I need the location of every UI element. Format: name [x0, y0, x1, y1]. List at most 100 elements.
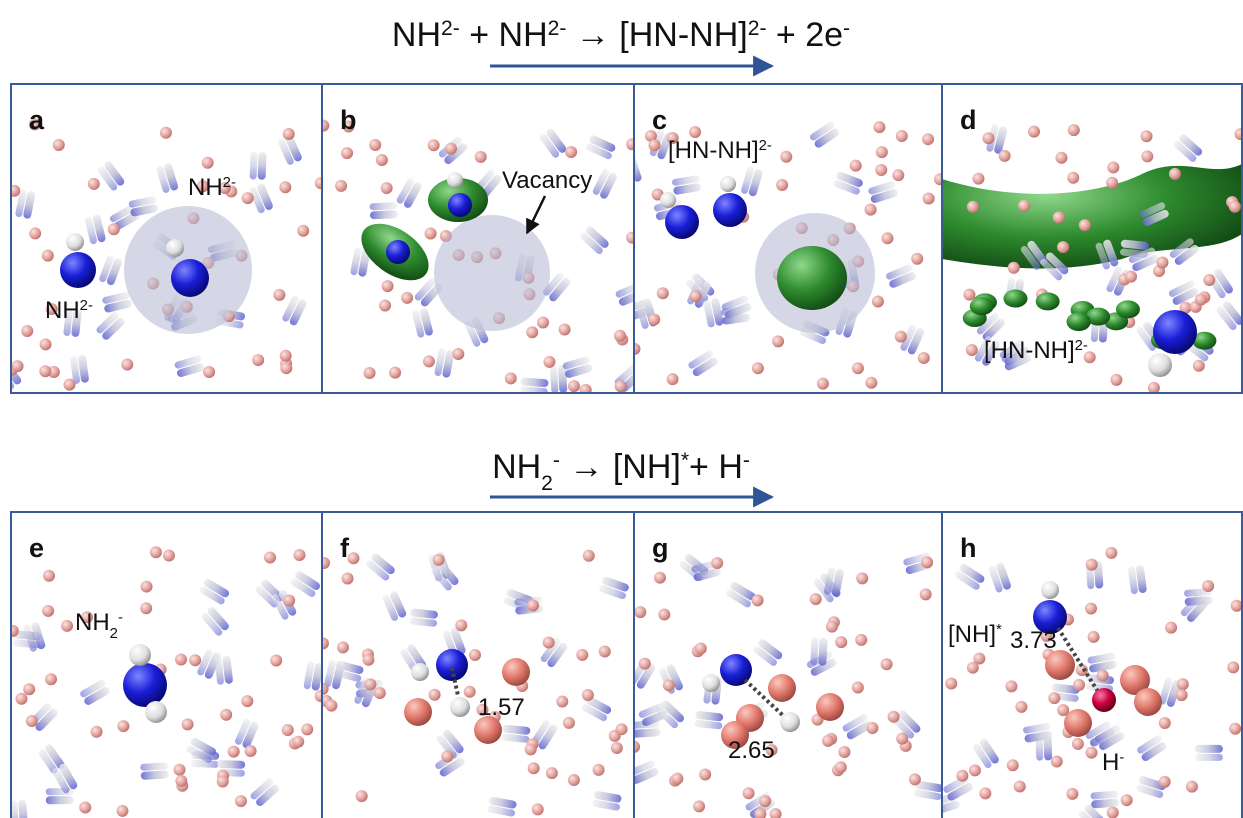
lithium-atom: [61, 620, 73, 632]
text-run: NH: [188, 174, 223, 201]
lithium-atom: [580, 384, 592, 396]
lithium-atom: [242, 192, 254, 204]
lithium-atom: [1195, 294, 1207, 306]
lithium-atom: [1203, 274, 1215, 286]
rod-molecule: [365, 552, 397, 582]
hydrogen: [66, 233, 84, 251]
nitrogen: [1153, 310, 1197, 354]
lithium-atom: [850, 160, 862, 172]
lithium-atom: [317, 120, 329, 132]
rod-molecule: [592, 168, 619, 200]
lithium-atom: [543, 636, 555, 648]
lithium-atom: [593, 764, 605, 776]
rod-molecule: [823, 567, 844, 598]
text-run: [NH]: [948, 621, 996, 648]
lithium-atom: [1105, 547, 1117, 559]
lithium-atom: [441, 750, 453, 762]
lithium-atom: [1227, 661, 1239, 673]
lithium-atom: [770, 808, 782, 818]
lithium-atom: [202, 157, 214, 169]
text-run: NH: [392, 16, 441, 54]
lithium-atom: [852, 681, 864, 693]
isosurface: [942, 164, 1242, 268]
lithium-atom: [29, 227, 41, 239]
hydrogen: [780, 712, 800, 732]
rod: [520, 386, 548, 395]
rich-text: NH2- + NH2- → [HN-NH]2- + 2e-: [392, 16, 850, 54]
lithium: [1064, 709, 1092, 737]
lithium-atom: [826, 621, 838, 633]
lithium-atom: [909, 773, 921, 785]
rod-molecule: [694, 711, 724, 730]
lithium-atom: [175, 775, 187, 787]
lithium-atom: [445, 143, 457, 155]
rod-molecule: [396, 177, 423, 209]
rich-text: 2.65: [728, 737, 775, 764]
text-run: 3.73: [1010, 627, 1057, 654]
lithium-atom: [1121, 794, 1133, 806]
lithium-atom: [116, 805, 128, 817]
lithium-atom: [425, 227, 437, 239]
lithium-atom: [969, 764, 981, 776]
rod-molecule: [550, 365, 568, 394]
rod-molecule: [1128, 565, 1148, 595]
rod: [619, 156, 635, 185]
lithium-atom: [1159, 776, 1171, 788]
lithium-atom: [972, 173, 984, 185]
lithium-atom: [835, 636, 847, 648]
lithium-atom: [654, 572, 666, 584]
figure: NH2- + NH2- → [HN-NH]2- + 2e-NH2- → [NH]…: [0, 0, 1243, 818]
lithium-atom: [428, 139, 440, 151]
rod-molecule: [434, 348, 455, 378]
lithium-atom: [1066, 788, 1078, 800]
rod-molecule: [23, 621, 47, 652]
lithium-atom: [1072, 738, 1084, 750]
lithium-atom: [1186, 781, 1198, 793]
panel-scene: [317, 550, 630, 817]
rod-molecule: [409, 608, 438, 627]
lithium-atom: [1141, 150, 1153, 162]
lithium-atom: [39, 365, 51, 377]
text-run: + NH: [460, 16, 548, 54]
lithium-atom: [776, 179, 788, 191]
rod-molecule: [96, 160, 125, 192]
lithium-atom: [634, 606, 646, 618]
rich-text: 3.73: [1010, 627, 1057, 654]
lithium-atom: [527, 599, 539, 611]
lithium-atom: [966, 344, 978, 356]
lithium-atom: [982, 132, 994, 144]
lithium-atom: [615, 380, 627, 392]
lithium-atom: [217, 776, 229, 788]
rod: [502, 724, 531, 735]
rod-molecule: [369, 202, 398, 219]
pointer-arrow: [527, 196, 545, 233]
lithium-atom: [658, 608, 670, 620]
density-blob: [1036, 292, 1060, 310]
lithium-atom: [1048, 692, 1060, 704]
rod: [810, 637, 818, 665]
lithium-atom: [873, 121, 885, 133]
lithium-atom: [464, 686, 476, 698]
nitrogen: [60, 252, 96, 288]
lithium-atom: [892, 169, 904, 181]
supscript: -: [743, 449, 750, 472]
lithium-atom: [433, 554, 445, 566]
rod: [1090, 790, 1118, 799]
lithium-atom: [1159, 717, 1171, 729]
lithium-atom: [362, 654, 374, 666]
rod-molecule: [185, 736, 217, 764]
lithium-atom: [865, 377, 877, 389]
lithium-atom: [852, 362, 864, 374]
lithium-atom: [1057, 241, 1069, 253]
lithium-atom: [23, 683, 35, 695]
lithium-atom: [918, 352, 930, 364]
rod-molecule: [198, 578, 230, 606]
lithium-atom: [1177, 678, 1189, 690]
rod-molecule: [562, 356, 593, 379]
lithium-atom: [1125, 271, 1137, 283]
lithium-atom: [1053, 211, 1065, 223]
lithium-atom: [1176, 689, 1188, 701]
lithium-atom: [64, 379, 76, 391]
lithium-atom: [855, 634, 867, 646]
page: { "top_equation": [ {"text": "NH"}, {"te…: [0, 0, 1243, 818]
